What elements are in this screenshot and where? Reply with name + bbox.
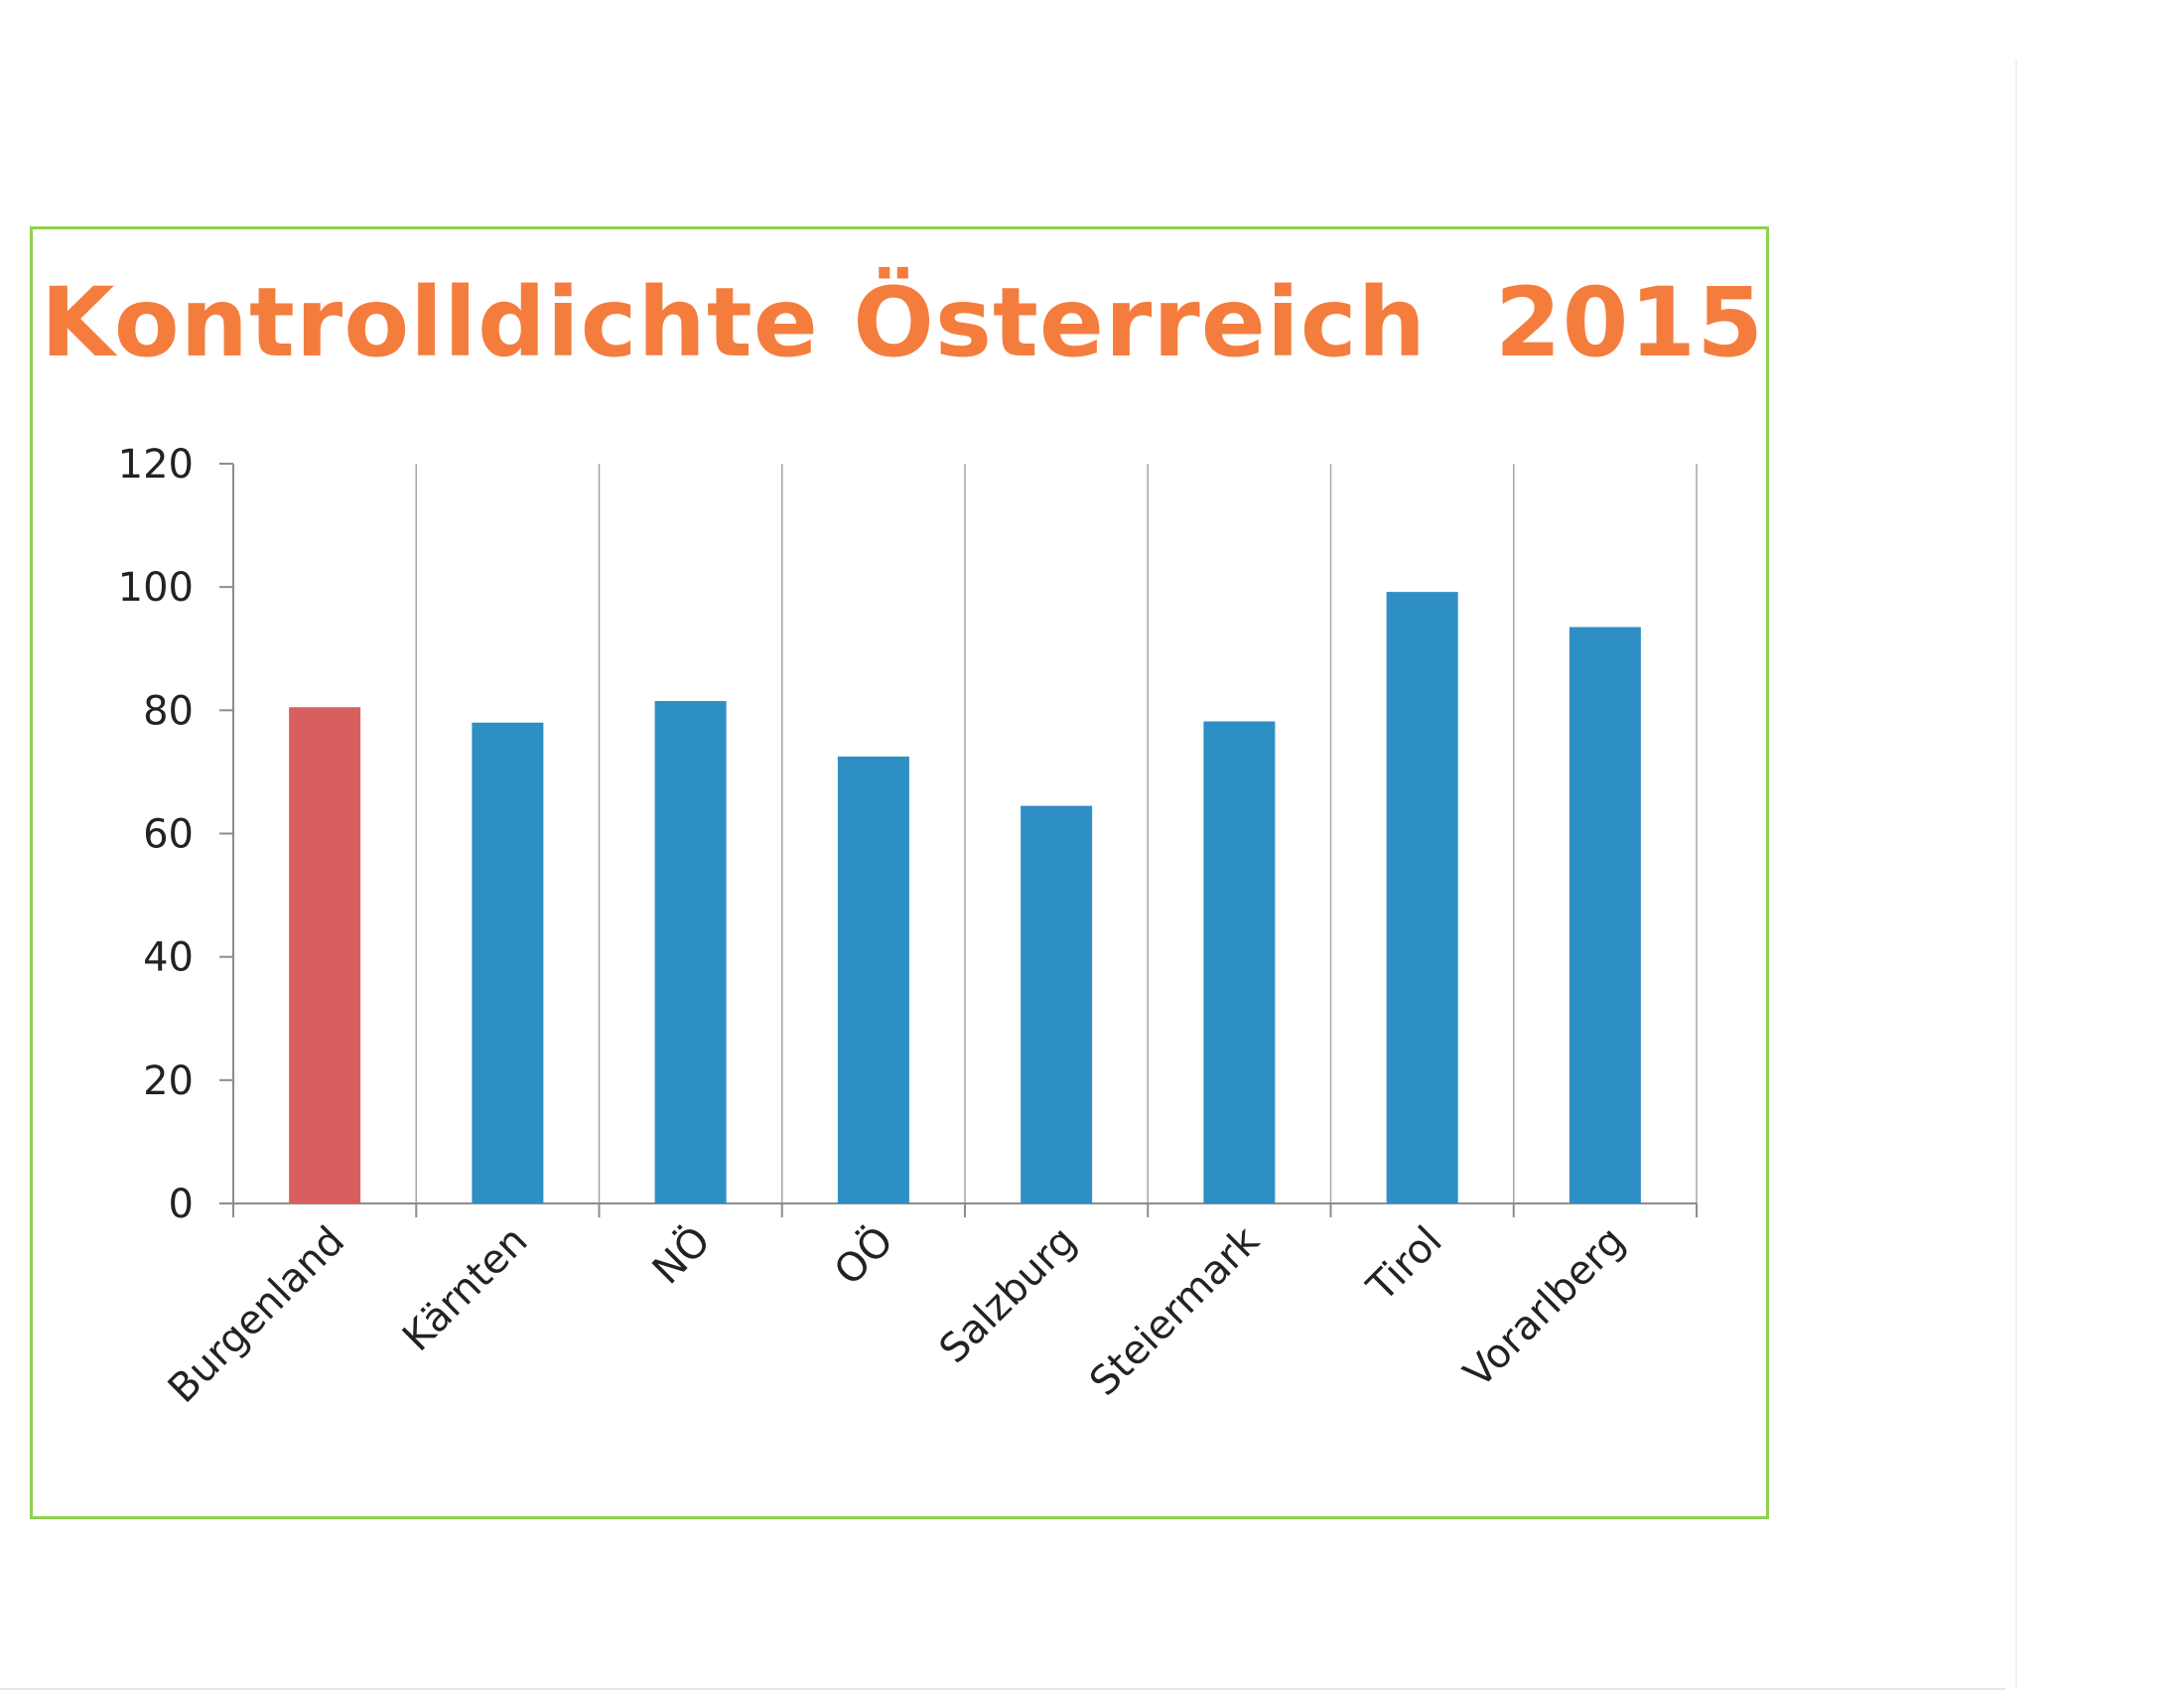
bar-chart: 0 20 40 60 80 100 120 Burgenland Kärnten NÖ OÖ Salz… bbox=[118, 442, 1698, 1412]
bar-7 bbox=[1386, 592, 1458, 1203]
y-tick-label: 20 bbox=[143, 1058, 194, 1104]
chart-frame: Kontrolldichte Österreich 2015 0 20 40 60 80… bbox=[30, 226, 1769, 1519]
category-label: NÖ bbox=[642, 1216, 719, 1293]
chart-title: Kontrolldichte Österreich 2015 bbox=[40, 267, 1765, 378]
bar-6 bbox=[1203, 721, 1276, 1203]
category-label: OÖ bbox=[824, 1216, 901, 1294]
y-tick-label: 120 bbox=[118, 442, 194, 488]
bar-3 bbox=[654, 701, 727, 1203]
category-label: Vorarlberg bbox=[1455, 1218, 1634, 1397]
paper-edge-right bbox=[2015, 60, 2017, 1688]
bar-2 bbox=[472, 722, 544, 1203]
bar-5 bbox=[1021, 805, 1093, 1203]
category-label: Tirol bbox=[1358, 1218, 1451, 1312]
category-label: Kärnten bbox=[394, 1218, 536, 1360]
y-tick-label: 80 bbox=[143, 688, 194, 734]
bar-1 bbox=[289, 707, 361, 1203]
y-tick-label: 60 bbox=[143, 812, 194, 858]
category-label: Steiermark bbox=[1081, 1217, 1269, 1405]
y-tick-label: 40 bbox=[143, 935, 194, 981]
bar-4 bbox=[837, 756, 909, 1203]
bar-8 bbox=[1569, 627, 1641, 1203]
y-tick-label: 0 bbox=[169, 1182, 194, 1227]
category-label: Salzburg bbox=[931, 1218, 1085, 1372]
y-tick-label: 100 bbox=[118, 565, 194, 611]
category-label: Burgenland bbox=[160, 1218, 353, 1412]
